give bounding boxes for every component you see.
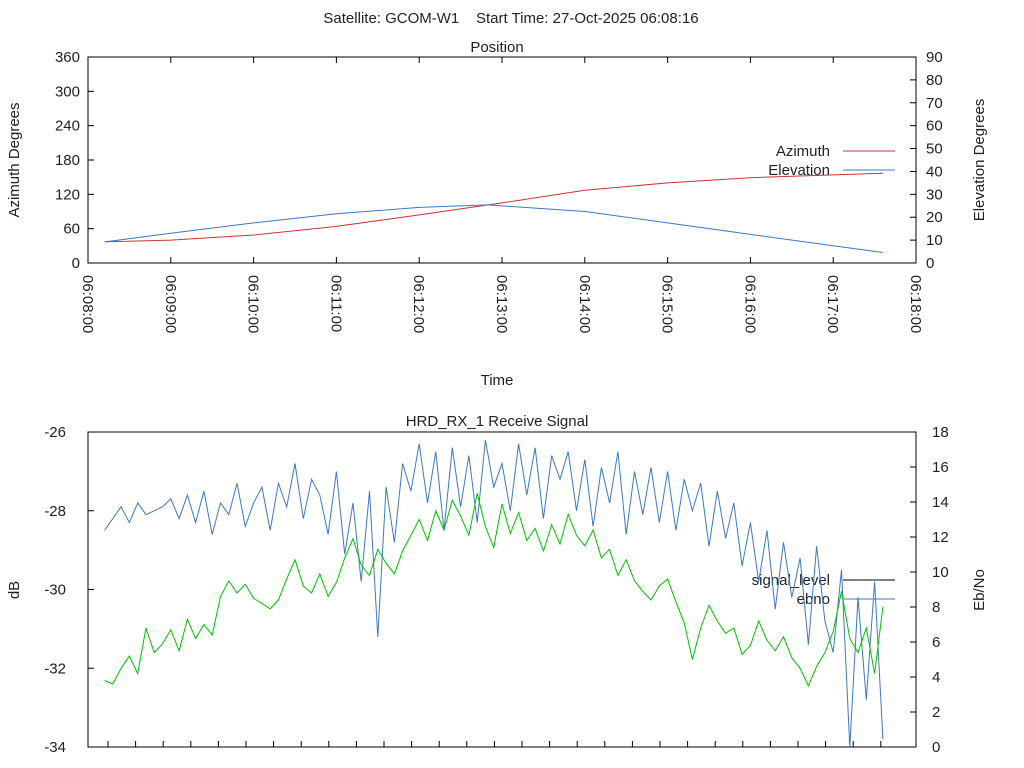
azimuth-line xyxy=(104,172,883,243)
figure-title: Satellite: GCOM-W1 Start Time: 27-Oct-20… xyxy=(323,10,698,27)
y2-tick-label: 30 xyxy=(926,186,943,203)
position-chart: Position Time Azimuth Degrees Elevation … xyxy=(6,39,988,389)
signal_level-line xyxy=(104,439,884,748)
y-tick-label: 240 xyxy=(55,118,80,135)
signal-chart-title: HRD_RX_1 Receive Signal xyxy=(406,413,589,430)
plot-frame xyxy=(87,56,917,264)
y2-tick-label: 2 xyxy=(932,704,940,721)
y2-tick-label: 0 xyxy=(926,255,934,272)
y-tick-label: -34 xyxy=(44,739,66,756)
ebno-line xyxy=(104,493,884,688)
y2-tick-label: 12 xyxy=(932,529,949,546)
x-tick-label: 06:13:00 xyxy=(493,275,510,333)
x-tick-label: 06:16:00 xyxy=(741,275,758,333)
y2-tick-label: 16 xyxy=(932,459,949,476)
y-tick-label: -32 xyxy=(44,660,66,677)
position-chart-title: Position xyxy=(470,39,523,56)
legend-azimuth-label: Azimuth xyxy=(776,143,830,160)
x-tick-label: 06:11:00 xyxy=(327,275,344,332)
x-tick-label: 06:14:00 xyxy=(576,275,593,333)
y2-tick-label: 80 xyxy=(926,72,943,89)
x-tick-label: 06:15:00 xyxy=(659,275,676,333)
y2-tick-label: 14 xyxy=(932,494,949,511)
x-tick-label: 06:18:00 xyxy=(907,275,924,333)
x-tick-label: 06:10:00 xyxy=(245,275,262,333)
db-axis-label: dB xyxy=(6,581,23,599)
y2-tick-label: 40 xyxy=(926,163,943,180)
ebno-axis-label: Eb/No xyxy=(971,569,988,611)
y2-tick-label: 50 xyxy=(926,141,943,158)
legend-signal-level-label: signal_level xyxy=(752,572,830,589)
receive-signal-chart: HRD_RX_1 Receive Signal dB Eb/No signal_… xyxy=(6,413,988,756)
y2-tick-label: 60 xyxy=(926,118,943,135)
y-tick-label: 0 xyxy=(72,255,80,272)
y2-tick-label: 70 xyxy=(926,95,943,112)
y2-tick-label: 10 xyxy=(932,564,949,581)
y2-tick-label: 90 xyxy=(926,49,943,66)
y-tick-label: -28 xyxy=(44,503,66,520)
y-tick-label: 360 xyxy=(55,49,80,66)
y2-tick-label: 20 xyxy=(926,209,943,226)
y2-tick-label: 10 xyxy=(926,232,943,249)
y-tick-label: 60 xyxy=(63,221,80,238)
y-tick-label: -26 xyxy=(44,424,66,441)
azimuth-axis-label: Azimuth Degrees xyxy=(6,102,23,217)
elevation-axis-label: Elevation Degrees xyxy=(971,99,988,222)
y-tick-label: -30 xyxy=(44,582,66,599)
position-x-axis-label: Time xyxy=(481,372,514,389)
x-tick-label: 06:12:00 xyxy=(410,275,427,333)
y2-tick-label: 0 xyxy=(932,739,940,756)
legend-elevation-label: Elevation xyxy=(768,162,830,179)
y2-tick-label: 4 xyxy=(932,669,940,686)
x-tick-label: 06:08:00 xyxy=(79,275,96,333)
x-tick-label: 06:17:00 xyxy=(824,275,841,333)
y-tick-label: 300 xyxy=(55,83,80,100)
y-tick-label: 120 xyxy=(55,186,80,203)
y2-tick-label: 18 xyxy=(932,424,949,441)
y2-tick-label: 8 xyxy=(932,599,940,616)
x-tick-label: 06:09:00 xyxy=(162,275,179,333)
plot-frame xyxy=(87,431,917,748)
y2-tick-label: 6 xyxy=(932,634,940,651)
y-tick-label: 180 xyxy=(55,152,80,169)
elevation-line xyxy=(104,204,883,253)
legend-ebno-label: ebno xyxy=(797,591,830,608)
